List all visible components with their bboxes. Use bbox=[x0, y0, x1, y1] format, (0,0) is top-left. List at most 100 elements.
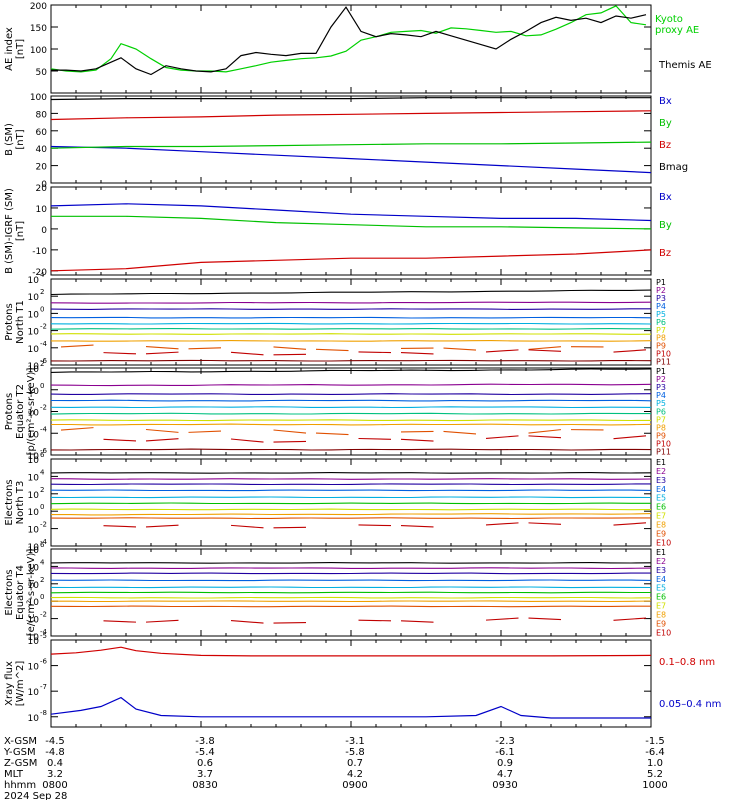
series-group bbox=[51, 368, 651, 451]
channel-line-p10 bbox=[145, 438, 179, 442]
footer-value: 0.9 bbox=[497, 758, 513, 769]
footer-row-label: MLT bbox=[4, 769, 24, 780]
y-tick-label: 10 bbox=[28, 688, 40, 698]
y-tick-label: 10 bbox=[28, 581, 40, 591]
channel-line-p9 bbox=[188, 347, 222, 350]
legend-e4: E4 bbox=[656, 575, 666, 584]
y-tick-label: 0 bbox=[41, 180, 47, 190]
channel-line-p6 bbox=[51, 328, 651, 330]
channel-line-p9 bbox=[188, 430, 222, 433]
series-group bbox=[51, 97, 651, 174]
y-tick-exponent: -5 bbox=[40, 632, 47, 640]
channel-line-e10 bbox=[230, 620, 264, 624]
footer-row-label: hhmm bbox=[4, 780, 36, 791]
y-axis-label: Protons North T1 bbox=[4, 300, 26, 344]
legend-p11: P11 bbox=[656, 448, 671, 457]
channel-line-e9 bbox=[51, 517, 651, 520]
channel-line-e10 bbox=[230, 524, 264, 529]
channel-line-p10 bbox=[613, 435, 647, 440]
y-tick-exponent: -8 bbox=[40, 709, 47, 717]
legend-label: Bx bbox=[659, 192, 672, 203]
channel-line-p2 bbox=[51, 383, 651, 387]
y-axis-label-line: [p/(cm²-s-sr-keV)] bbox=[26, 368, 37, 456]
y-axis-label-line: Electrons bbox=[4, 479, 15, 525]
y-tick-exponent: 6 bbox=[40, 451, 45, 459]
legend-label: 0.05–0.4 nm bbox=[659, 699, 721, 710]
legend-p3: P3 bbox=[656, 383, 666, 392]
y-tick-label: 10 bbox=[28, 663, 40, 673]
channel-line-p9 bbox=[315, 348, 349, 352]
y-tick-exponent: 6 bbox=[40, 541, 45, 549]
legend-p10: P10 bbox=[656, 440, 671, 449]
series-group bbox=[51, 289, 651, 362]
legend-e6: E6 bbox=[656, 593, 666, 602]
y-tick-label: 200 bbox=[30, 2, 47, 12]
panel-3: -20 -10 0 10 20 B (SM)-IGRF (SM) [nT] Bx By Bz bbox=[4, 184, 672, 278]
y-tick-exponent: -7 bbox=[40, 683, 47, 691]
footer-value: 5.2 bbox=[647, 769, 663, 780]
y-tick-label: 10 bbox=[28, 563, 40, 573]
legend-label: Bz bbox=[659, 140, 671, 151]
channel-line-e2 bbox=[51, 567, 651, 570]
legend-p7: P7 bbox=[656, 326, 666, 335]
channel-line-p5 bbox=[51, 322, 651, 325]
channel-line-p3 bbox=[51, 393, 651, 396]
legend-label: Themis AE bbox=[658, 60, 712, 71]
legend-label: Bz bbox=[659, 248, 671, 259]
legend-p7: P7 bbox=[656, 415, 666, 424]
y-tick-exponent: -4 bbox=[40, 628, 48, 636]
y-tick-label: 10 bbox=[28, 526, 40, 536]
legend-e8: E8 bbox=[656, 610, 666, 619]
channel-line-e4 bbox=[51, 489, 651, 492]
legend-label: Bx bbox=[659, 96, 672, 107]
channel-line-e6 bbox=[51, 591, 651, 594]
y-axis-label-line: North T1 bbox=[15, 300, 26, 344]
y-tick-label: 10 bbox=[28, 456, 40, 466]
y-tick-label: 100 bbox=[30, 46, 47, 56]
footer-value: -2.3 bbox=[495, 736, 515, 747]
channel-line-e3 bbox=[51, 483, 651, 486]
panel-frame bbox=[50, 458, 652, 547]
y-tick-label: 10 bbox=[28, 310, 40, 320]
channel-line-p9 bbox=[273, 429, 307, 434]
footer-table: X-GSM -4.5 -3.8 -3.1 -2.3 -1.5 Y-GSM -4.8 -5.4 -5… bbox=[3, 736, 668, 800]
channel-line-e5 bbox=[51, 496, 651, 499]
y-tick-exponent: 2 bbox=[40, 576, 44, 584]
y-tick-exponent: -2 bbox=[40, 611, 47, 619]
legend-e10: E10 bbox=[656, 628, 671, 637]
channel-line-p2 bbox=[51, 301, 651, 304]
y-tick-label: 10 bbox=[28, 387, 40, 397]
y-tick-label: -10 bbox=[32, 247, 47, 257]
y-tick-exponent: 0 bbox=[40, 305, 44, 313]
legend-e2: E2 bbox=[656, 467, 666, 476]
legend-e6: E6 bbox=[656, 503, 666, 512]
channel-line-e10 bbox=[358, 619, 392, 622]
channel-line-e10 bbox=[103, 620, 137, 623]
legend-e3: E3 bbox=[656, 476, 666, 485]
channel-line-p9 bbox=[443, 347, 477, 351]
legend-p9: P9 bbox=[656, 431, 666, 440]
y-tick-label: 10 bbox=[28, 293, 40, 303]
footer-value: 4.2 bbox=[347, 769, 363, 780]
channel-line-p10 bbox=[358, 351, 392, 354]
y-tick-label: 10 bbox=[28, 362, 40, 372]
y-axis-label: Xray flux [W/m^2] bbox=[4, 661, 26, 707]
y-tick-exponent: -2 bbox=[40, 404, 47, 412]
channel-line-p4 bbox=[51, 316, 651, 319]
series-line-0-05-0-4-nm bbox=[51, 696, 651, 719]
y-tick-exponent: 2 bbox=[40, 288, 44, 296]
y-tick-exponent: -6 bbox=[40, 658, 48, 666]
channel-line-p10 bbox=[103, 352, 137, 355]
legend-e8: E8 bbox=[656, 520, 666, 529]
channel-line-e10 bbox=[528, 617, 562, 621]
legend-e9: E9 bbox=[656, 619, 666, 628]
y-tick-label: 0 bbox=[41, 226, 47, 236]
channel-line-e8 bbox=[51, 600, 651, 603]
legend-e7: E7 bbox=[656, 512, 666, 521]
legend-p5: P5 bbox=[656, 310, 666, 319]
legend-e3: E3 bbox=[656, 566, 666, 575]
